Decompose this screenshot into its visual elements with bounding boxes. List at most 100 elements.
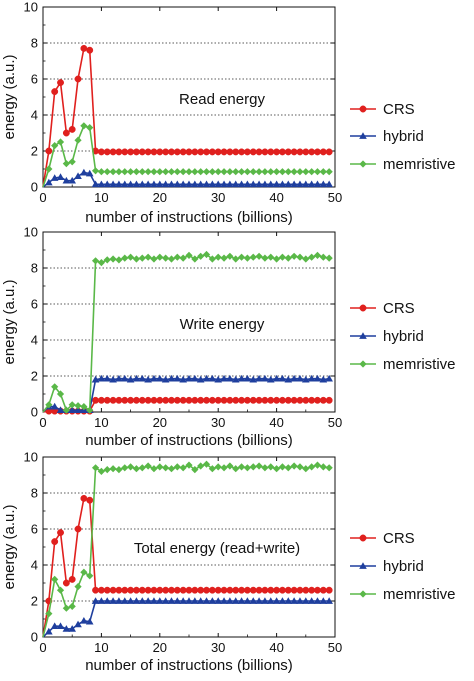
data-point	[86, 406, 94, 414]
y-tick-label: 2	[31, 369, 38, 384]
data-point	[45, 401, 53, 409]
data-point	[226, 252, 234, 260]
data-point	[278, 253, 287, 261]
data-point	[80, 122, 88, 130]
data-point	[325, 180, 333, 188]
data-point	[226, 374, 234, 382]
legend-marker	[359, 105, 367, 113]
data-point	[62, 176, 71, 184]
data-point	[168, 148, 175, 156]
data-point	[232, 255, 240, 263]
data-point	[290, 374, 298, 382]
data-point	[150, 148, 158, 156]
data-point	[226, 168, 234, 176]
series-CRS	[42, 44, 333, 188]
x-tick-label: 30	[211, 415, 225, 430]
data-point	[167, 597, 176, 604]
data-point	[91, 167, 100, 175]
data-point	[45, 165, 53, 173]
data-point	[314, 396, 321, 404]
data-point	[167, 180, 176, 188]
data-point	[179, 597, 187, 604]
data-point	[156, 597, 164, 604]
data-point	[91, 375, 100, 383]
data-point	[120, 180, 129, 188]
data-point	[156, 180, 164, 188]
data-point	[249, 586, 257, 594]
y-tick-label: 2	[31, 594, 38, 609]
legend-label: hybrid	[383, 128, 424, 145]
data-point	[267, 253, 275, 261]
data-point	[103, 148, 111, 156]
data-point	[220, 374, 228, 382]
data-point	[231, 180, 240, 188]
y-tick-label: 10	[24, 225, 38, 240]
data-point	[179, 375, 187, 383]
data-point	[109, 396, 117, 404]
data-point	[325, 168, 333, 176]
data-point	[249, 597, 258, 604]
data-point	[45, 147, 53, 155]
data-point	[85, 617, 94, 625]
data-point	[191, 466, 199, 474]
data-point	[150, 597, 158, 604]
data-point	[272, 180, 281, 188]
data-point	[150, 465, 158, 473]
data-point	[68, 575, 76, 583]
data-point	[296, 396, 304, 404]
data-point	[109, 168, 117, 176]
data-point	[191, 586, 199, 594]
data-point	[56, 390, 65, 398]
data-point	[156, 168, 164, 176]
data-point	[278, 463, 287, 471]
data-point	[284, 168, 292, 176]
data-point	[237, 463, 246, 471]
data-point	[208, 597, 217, 604]
data-point	[121, 464, 129, 472]
data-point	[243, 254, 251, 262]
data-point	[302, 396, 310, 404]
data-point	[185, 180, 193, 188]
x-tick-label: 50	[328, 190, 342, 205]
chart-panel-1: 0 2 4 6 8 10 0 10 20 30 40 50 number of instructions…	[1, 0, 456, 226]
data-point	[150, 374, 158, 382]
data-point	[308, 168, 316, 176]
legend: CRS hybrid memristive	[350, 101, 456, 173]
data-point	[115, 148, 123, 156]
data-point	[237, 180, 246, 188]
data-point	[74, 525, 82, 533]
data-point	[144, 148, 152, 156]
x-tick-label: 0	[39, 190, 46, 205]
data-point	[313, 251, 322, 259]
x-axis-label: number of instructions (billions)	[85, 432, 293, 449]
data-point	[238, 148, 246, 156]
data-point	[273, 148, 281, 156]
data-point	[115, 180, 123, 188]
data-point	[51, 538, 59, 546]
y-tick-label: 0	[31, 405, 38, 420]
data-point	[249, 375, 258, 383]
data-point	[150, 586, 158, 594]
data-point	[156, 396, 164, 404]
data-point	[273, 396, 281, 404]
data-point	[132, 396, 140, 404]
data-point	[214, 597, 222, 604]
data-point	[284, 597, 293, 604]
data-point	[313, 180, 322, 188]
data-point	[308, 148, 316, 156]
data-point	[255, 374, 263, 382]
legend-label: CRS	[383, 300, 415, 317]
data-point	[208, 148, 216, 156]
data-point	[168, 396, 175, 404]
data-point	[313, 374, 322, 382]
data-point	[62, 129, 70, 137]
data-point	[45, 627, 53, 635]
legend-label: hybrid	[383, 558, 424, 575]
data-point	[208, 180, 217, 188]
data-point	[92, 396, 100, 404]
data-point	[267, 168, 275, 176]
data-point	[302, 180, 310, 188]
data-point	[202, 597, 211, 604]
legend: CRS hybrid memristive	[350, 300, 456, 373]
y-tick-label: 6	[31, 297, 38, 312]
